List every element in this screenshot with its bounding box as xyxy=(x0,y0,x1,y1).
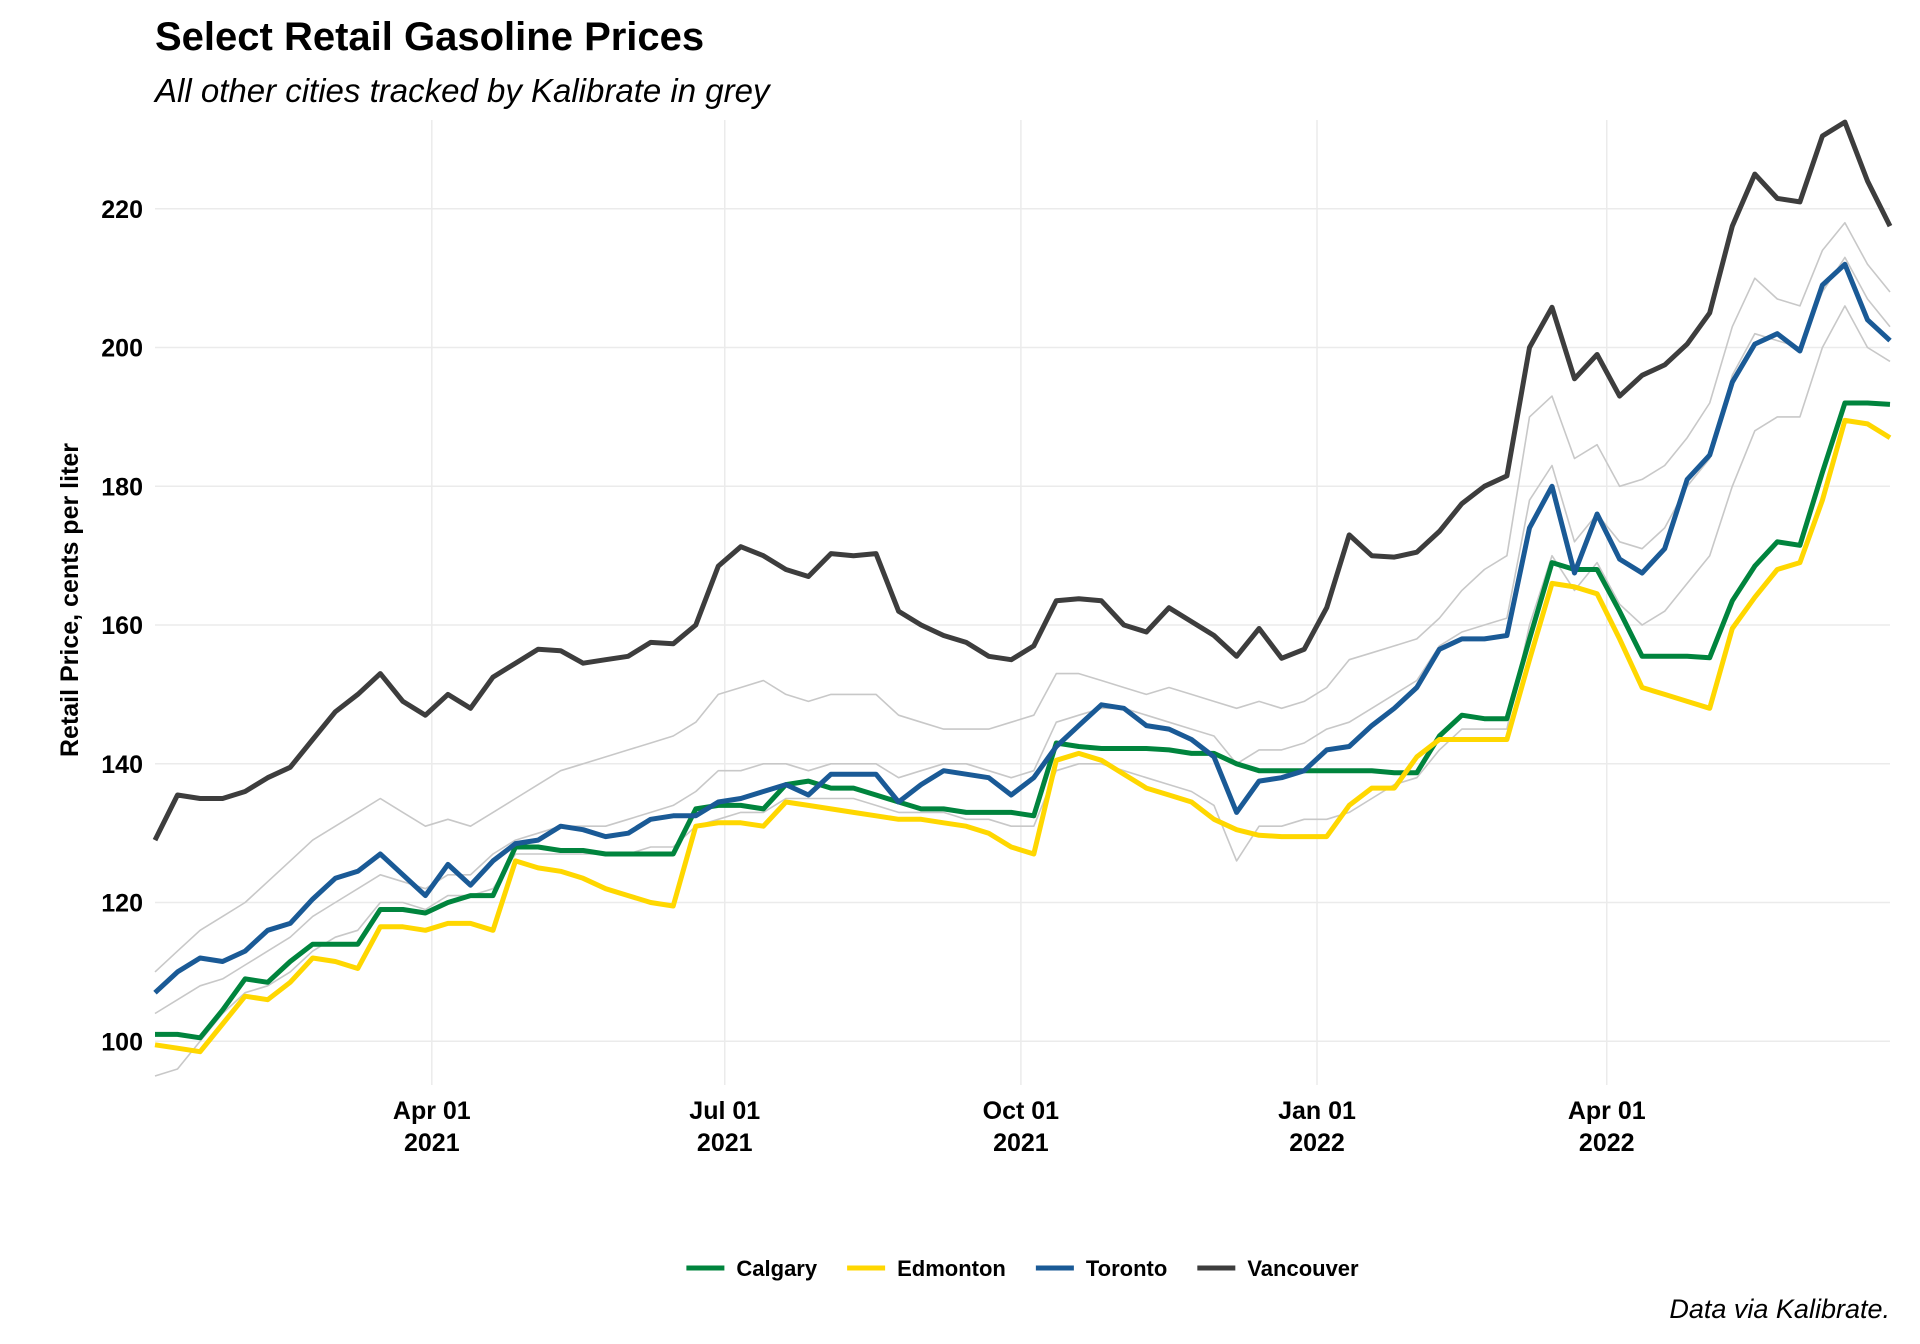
chart-title: Select Retail Gasoline Prices xyxy=(155,15,704,59)
x-tick-label: Apr 01 2022 xyxy=(1568,1097,1646,1157)
legend-label: Calgary xyxy=(736,1256,817,1281)
legend-label: Vancouver xyxy=(1247,1256,1359,1281)
series-line xyxy=(154,417,1892,1055)
other-city-line xyxy=(154,221,1891,973)
legend-label: Edmonton xyxy=(897,1256,1006,1281)
legend-label: Toronto xyxy=(1086,1256,1167,1281)
legend: Calgary Edmonton Toronto Vancouver xyxy=(686,1256,1359,1281)
y-tick-label: 200 xyxy=(101,335,143,363)
y-tick-label: 120 xyxy=(101,890,143,918)
x-tick-label: Apr 01 2021 xyxy=(393,1097,471,1157)
x-tick-label: Jul 01 2021 xyxy=(689,1097,760,1157)
y-tick-label: 160 xyxy=(101,612,143,640)
x-tick-label: Jan 01 2022 xyxy=(1278,1097,1356,1157)
series-line xyxy=(155,400,1891,1041)
y-tick-label: 220 xyxy=(101,196,143,224)
chart-subtitle: All other cities tracked by Kalibrate in… xyxy=(153,72,772,109)
y-tick-label: 140 xyxy=(101,751,143,779)
series-line xyxy=(153,261,1892,995)
y-axis-title: Retail Price, cents per liter xyxy=(56,443,84,757)
y-tick-label: 100 xyxy=(101,1028,143,1056)
y-tick-label: 180 xyxy=(101,473,143,501)
caption: Data via Kalibrate. xyxy=(1669,1294,1890,1324)
series-line xyxy=(152,119,1893,842)
x-tick-label: Oct 01 2021 xyxy=(983,1097,1060,1157)
other-city-line xyxy=(154,305,1891,1077)
